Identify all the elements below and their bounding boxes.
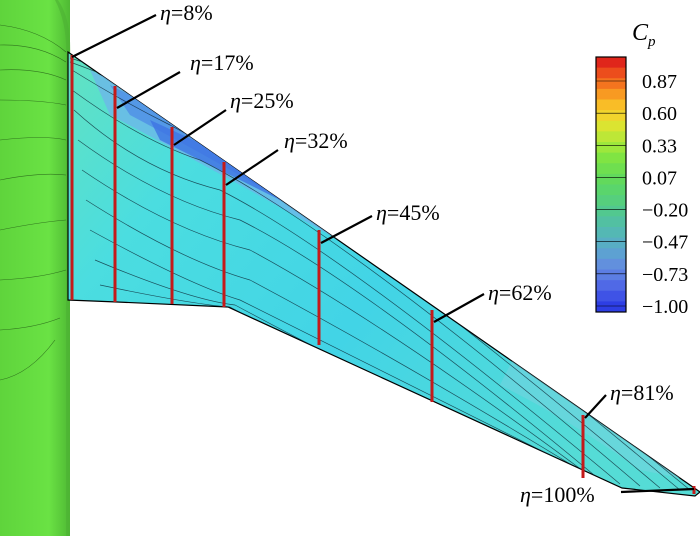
colorbar-tick-label: 0.60: [642, 103, 677, 125]
colorbar-band: [596, 152, 626, 164]
colorbar-ticks: 0.87 0.60 0.33 0.07 −0.20 −0.47 −0.73 −1.00: [596, 71, 688, 318]
colorbar-band: [596, 195, 626, 207]
station-label-17: η=17%: [190, 50, 254, 75]
colorbar-band: [596, 258, 626, 270]
colorbar-tick-label: −0.47: [642, 232, 688, 254]
station-label-45: η=45%: [376, 200, 440, 225]
colorbar-gradient: [596, 57, 626, 313]
colorbar-band: [596, 237, 626, 249]
colorbar-tick-label: 0.87: [642, 71, 677, 93]
colorbar-band: [596, 163, 626, 175]
colorbar-tick-label: −1.00: [642, 296, 688, 318]
fuselage: [0, 0, 71, 536]
colorbar-band: [596, 110, 626, 122]
colorbar-band: [596, 205, 626, 217]
colorbar-band: [596, 290, 626, 302]
leader-line-25: [173, 109, 227, 146]
colorbar-band: [596, 301, 626, 313]
station-label-62: η=62%: [488, 280, 552, 305]
leader-line-32: [225, 149, 279, 186]
station-label-81: η=81%: [610, 380, 674, 405]
station-label-100: η=100%: [520, 482, 595, 507]
leader-lines: [71, 14, 695, 494]
colorbar-tick-label: 0.07: [642, 167, 677, 189]
colorbar-tick-label: 0.33: [642, 135, 677, 157]
leader-line-81: [584, 394, 607, 419]
station-label-8: η=8%: [160, 0, 213, 25]
leader-line-100: [620, 487, 695, 494]
colorbar-band: [596, 131, 626, 143]
leader-line-17: [116, 71, 181, 109]
colorbar-band: [596, 184, 626, 196]
colorbar-band: [596, 269, 626, 281]
colorbar-band: [596, 142, 626, 154]
colorbar-tick-label: −0.73: [642, 264, 688, 286]
station-label-32: η=32%: [284, 128, 348, 153]
station-labels: η=8% η=17% η=25% η=32% η=45% η=62% η=81%…: [160, 0, 674, 507]
colorbar-title: Cp: [632, 20, 656, 50]
colorbar-band: [596, 173, 626, 185]
leader-line-45: [320, 215, 373, 244]
colorbar-band: [596, 120, 626, 132]
colorbar: Cp 0.87 0.60 0.33 0.07 −0.20 −0.47 −0.73 −1.00: [595, 20, 688, 318]
colorbar-band: [596, 78, 626, 90]
colorbar-band: [596, 227, 626, 239]
leader-line-8: [71, 14, 157, 58]
colorbar-band: [596, 216, 626, 228]
colorbar-band: [596, 57, 626, 69]
colorbar-band: [596, 280, 626, 292]
leader-line-62: [433, 293, 485, 323]
station-label-25: η=25%: [230, 88, 294, 113]
colorbar-band: [596, 248, 626, 260]
colorbar-band: [596, 67, 626, 79]
colorbar-band: [596, 88, 626, 100]
colorbar-tick-label: −0.20: [642, 200, 688, 222]
colorbar-band: [596, 99, 626, 111]
